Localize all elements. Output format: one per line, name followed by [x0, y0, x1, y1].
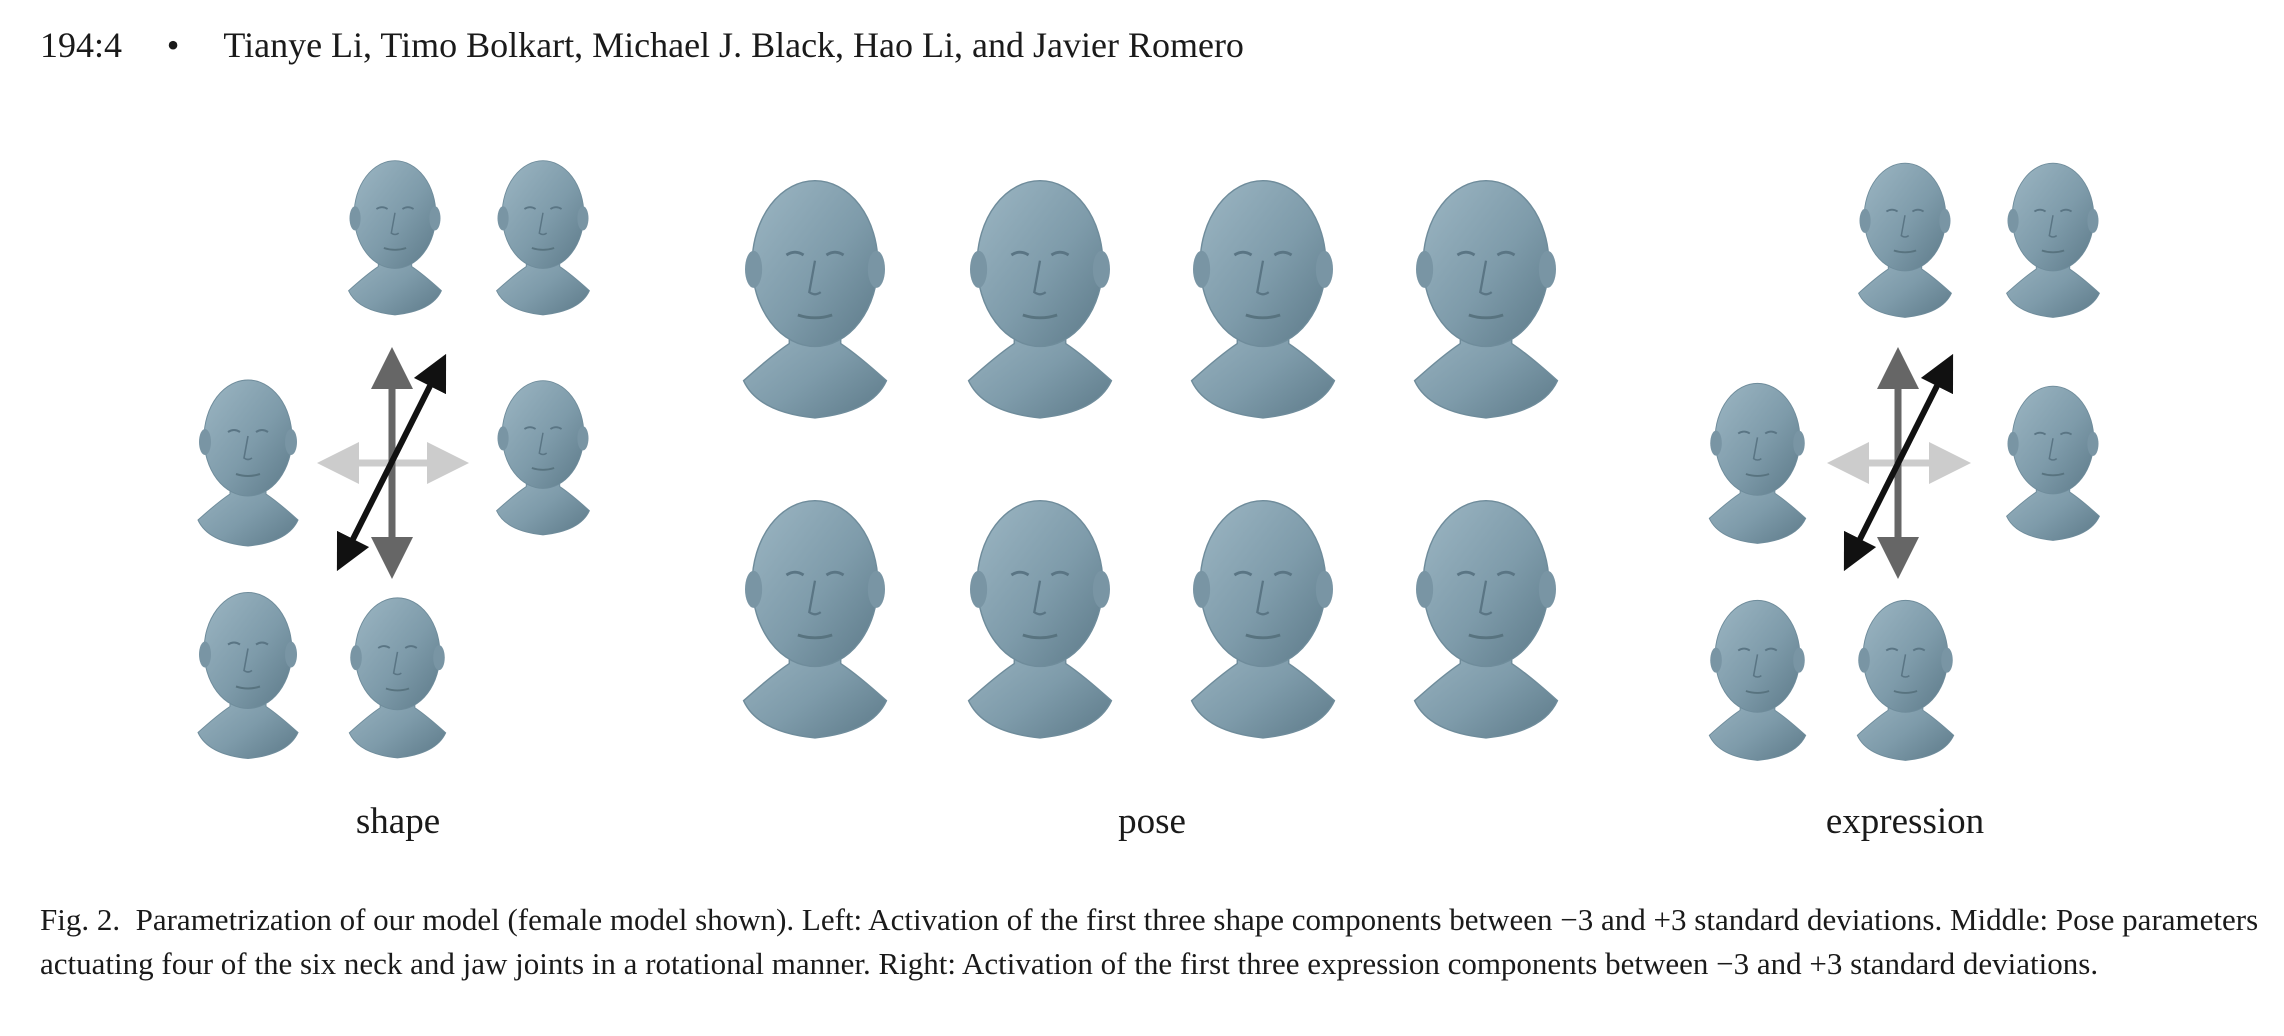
shape-head — [495, 379, 591, 536]
expression-head — [1856, 599, 1955, 762]
expression-head — [2005, 162, 2101, 319]
shape-panel — [196, 159, 591, 760]
pose-head — [1412, 178, 1560, 420]
shape-head — [348, 596, 447, 760]
figure-caption: Fig. 2. Parametrization of our model (fe… — [40, 898, 2270, 986]
pose-head — [1412, 498, 1560, 740]
page-number: 194:4 — [40, 25, 123, 65]
shape-label: shape — [355, 801, 441, 842]
pose-head — [1189, 498, 1337, 740]
pose-head — [741, 498, 889, 740]
figure-label: Fig. 2. — [40, 902, 121, 937]
expression-head — [2005, 385, 2101, 542]
shape-head — [196, 591, 300, 760]
page-header: 194:4 • Tianye Li, Timo Bolkart, Michael… — [40, 24, 1244, 66]
pose-head — [966, 498, 1114, 740]
expression-panel — [1708, 162, 2101, 762]
pose-head — [966, 178, 1114, 420]
caption-text: Parametrization of our model (female mod… — [40, 902, 2259, 981]
expression-label: expression — [1825, 801, 1985, 842]
expression-head — [1708, 599, 1807, 762]
pose-head — [741, 178, 889, 420]
pose-label: pose — [1118, 801, 1186, 842]
pose-head — [1189, 178, 1337, 420]
header-bullet: • — [166, 25, 180, 65]
author-list: Tianye Li, Timo Bolkart, Michael J. Blac… — [223, 25, 1244, 65]
pose-panel — [741, 178, 1560, 740]
shape-head — [495, 159, 591, 316]
expression-head — [1708, 382, 1807, 545]
expression-head — [1857, 162, 1953, 319]
shape-head — [347, 159, 443, 316]
expression-arrow-diagonal — [1843, 353, 1954, 572]
shape-arrow-diagonal — [336, 353, 447, 572]
shape-head — [196, 378, 300, 548]
